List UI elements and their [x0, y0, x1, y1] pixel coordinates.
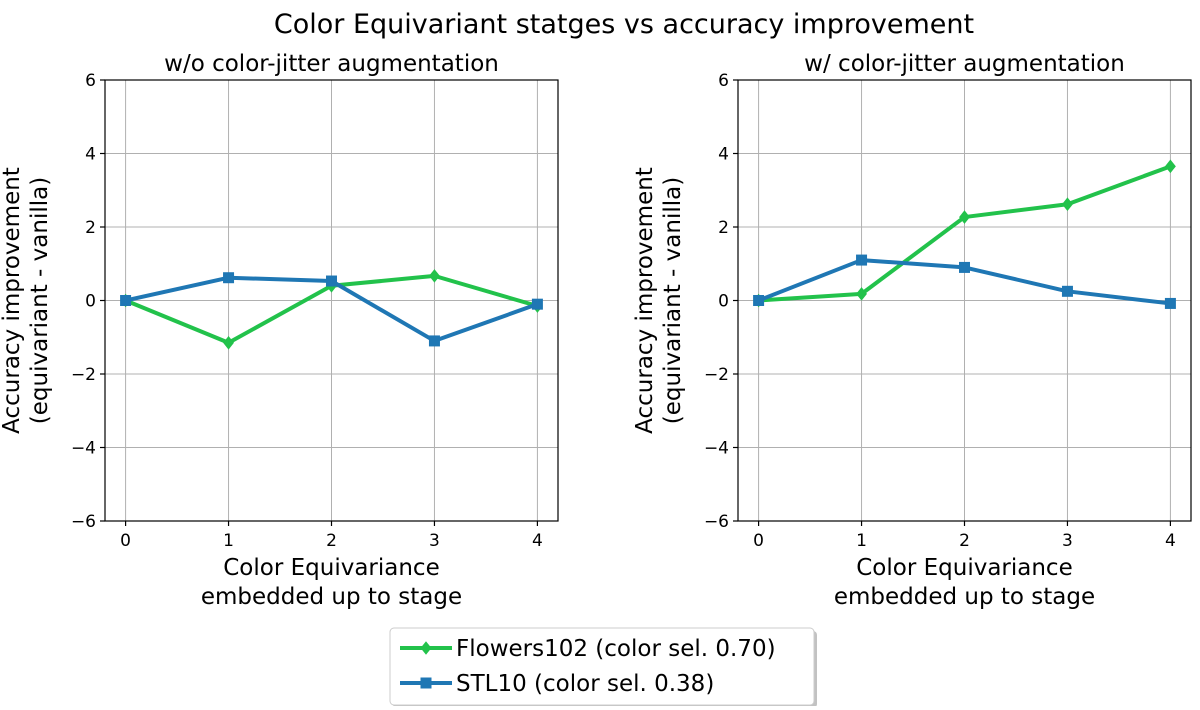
data-point [326, 275, 337, 287]
figure-suptitle: Color Equivariant statges vs accuracy im… [274, 9, 974, 40]
chart-panel-2: 0 1 2 3 4 −6 −4 −2 0 2 4 6 w/ color-jitter augmentat… [632, 51, 1192, 610]
legend: Flowers102 (color sel. 0.70) STL10 (color… [389, 627, 817, 708]
y-tick-label: 4 [718, 145, 729, 165]
data-point [1062, 197, 1073, 212]
x-tick-label: 2 [959, 531, 970, 551]
data-point [429, 269, 440, 283]
data-point [856, 254, 868, 266]
x-tick-label: 4 [1165, 531, 1176, 551]
y-tick-label: 2 [85, 218, 96, 238]
data-point [856, 287, 867, 301]
legend-label: Flowers102 (color sel. 0.70) [456, 636, 776, 662]
x-axis-label: Color Equivariance [856, 555, 1072, 581]
x-tick-label: 1 [223, 531, 234, 551]
y-tick-label: 6 [85, 71, 96, 91]
data-point [1164, 297, 1176, 309]
x-axis-label: Color Equivariance [223, 555, 439, 581]
legend-marker [420, 641, 432, 655]
x-axis-label: embedded up to stage [834, 584, 1095, 610]
y-tick-label: −6 [71, 512, 96, 532]
x-tick-label: 3 [429, 531, 440, 551]
data-point [1061, 285, 1073, 297]
y-tick-label: 0 [85, 292, 96, 312]
data-point [959, 261, 970, 273]
y-axis-label: Accuracy improvement [632, 167, 658, 434]
y-tick-label: −2 [704, 365, 729, 385]
data-point [753, 295, 765, 306]
data-point [1164, 159, 1176, 174]
panel-title: w/o color-jitter augmentation [164, 51, 499, 77]
legend-label: STL10 (color sel. 0.38) [456, 671, 714, 697]
y-tick-label: −4 [71, 439, 96, 459]
x-tick-label: 1 [856, 531, 867, 551]
panel-title: w/ color-jitter augmentation [804, 51, 1125, 77]
x-tick-label: 0 [753, 531, 764, 551]
data-point [223, 335, 234, 350]
x-axis-label: embedded up to stage [201, 584, 462, 610]
data-point [531, 298, 543, 310]
y-axis-label: (equivariant - vanilla) [27, 177, 53, 424]
y-axis-label: Accuracy improvement [0, 167, 25, 434]
x-tick-label: 0 [120, 531, 131, 551]
y-tick-label: 6 [718, 71, 729, 91]
y-tick-label: −2 [71, 365, 96, 385]
chart-panel-1: 0 1 2 3 4 −6 −4 −2 0 2 4 6 w/o color-jitter augmenta… [0, 51, 559, 610]
data-point [120, 295, 132, 306]
y-tick-label: 0 [718, 292, 729, 312]
data-point [223, 272, 235, 284]
data-point [428, 335, 440, 347]
x-tick-label: 4 [532, 531, 543, 551]
y-axis-label: (equivariant - vanilla) [660, 177, 686, 424]
grid [738, 79, 1191, 522]
y-tick-label: −4 [704, 439, 729, 459]
series-2 [120, 272, 543, 347]
legend-entry: Flowers102 (color sel. 0.70) [400, 636, 776, 662]
y-tick-label: 2 [718, 218, 729, 238]
x-tick-label: 3 [1062, 531, 1073, 551]
y-tick-label: −6 [704, 512, 729, 532]
legend-entry: STL10 (color sel. 0.38) [400, 671, 714, 697]
x-tick-label: 2 [326, 531, 337, 551]
legend-marker [420, 677, 432, 689]
grid [105, 79, 558, 522]
legend-box [389, 627, 815, 706]
data-point [959, 210, 970, 224]
series-2 [753, 254, 1176, 309]
panels: 0 1 2 3 4 −6 −4 −2 0 2 4 6 w/o color-jitter augmenta… [0, 51, 1192, 610]
y-tick-label: 4 [85, 145, 96, 165]
